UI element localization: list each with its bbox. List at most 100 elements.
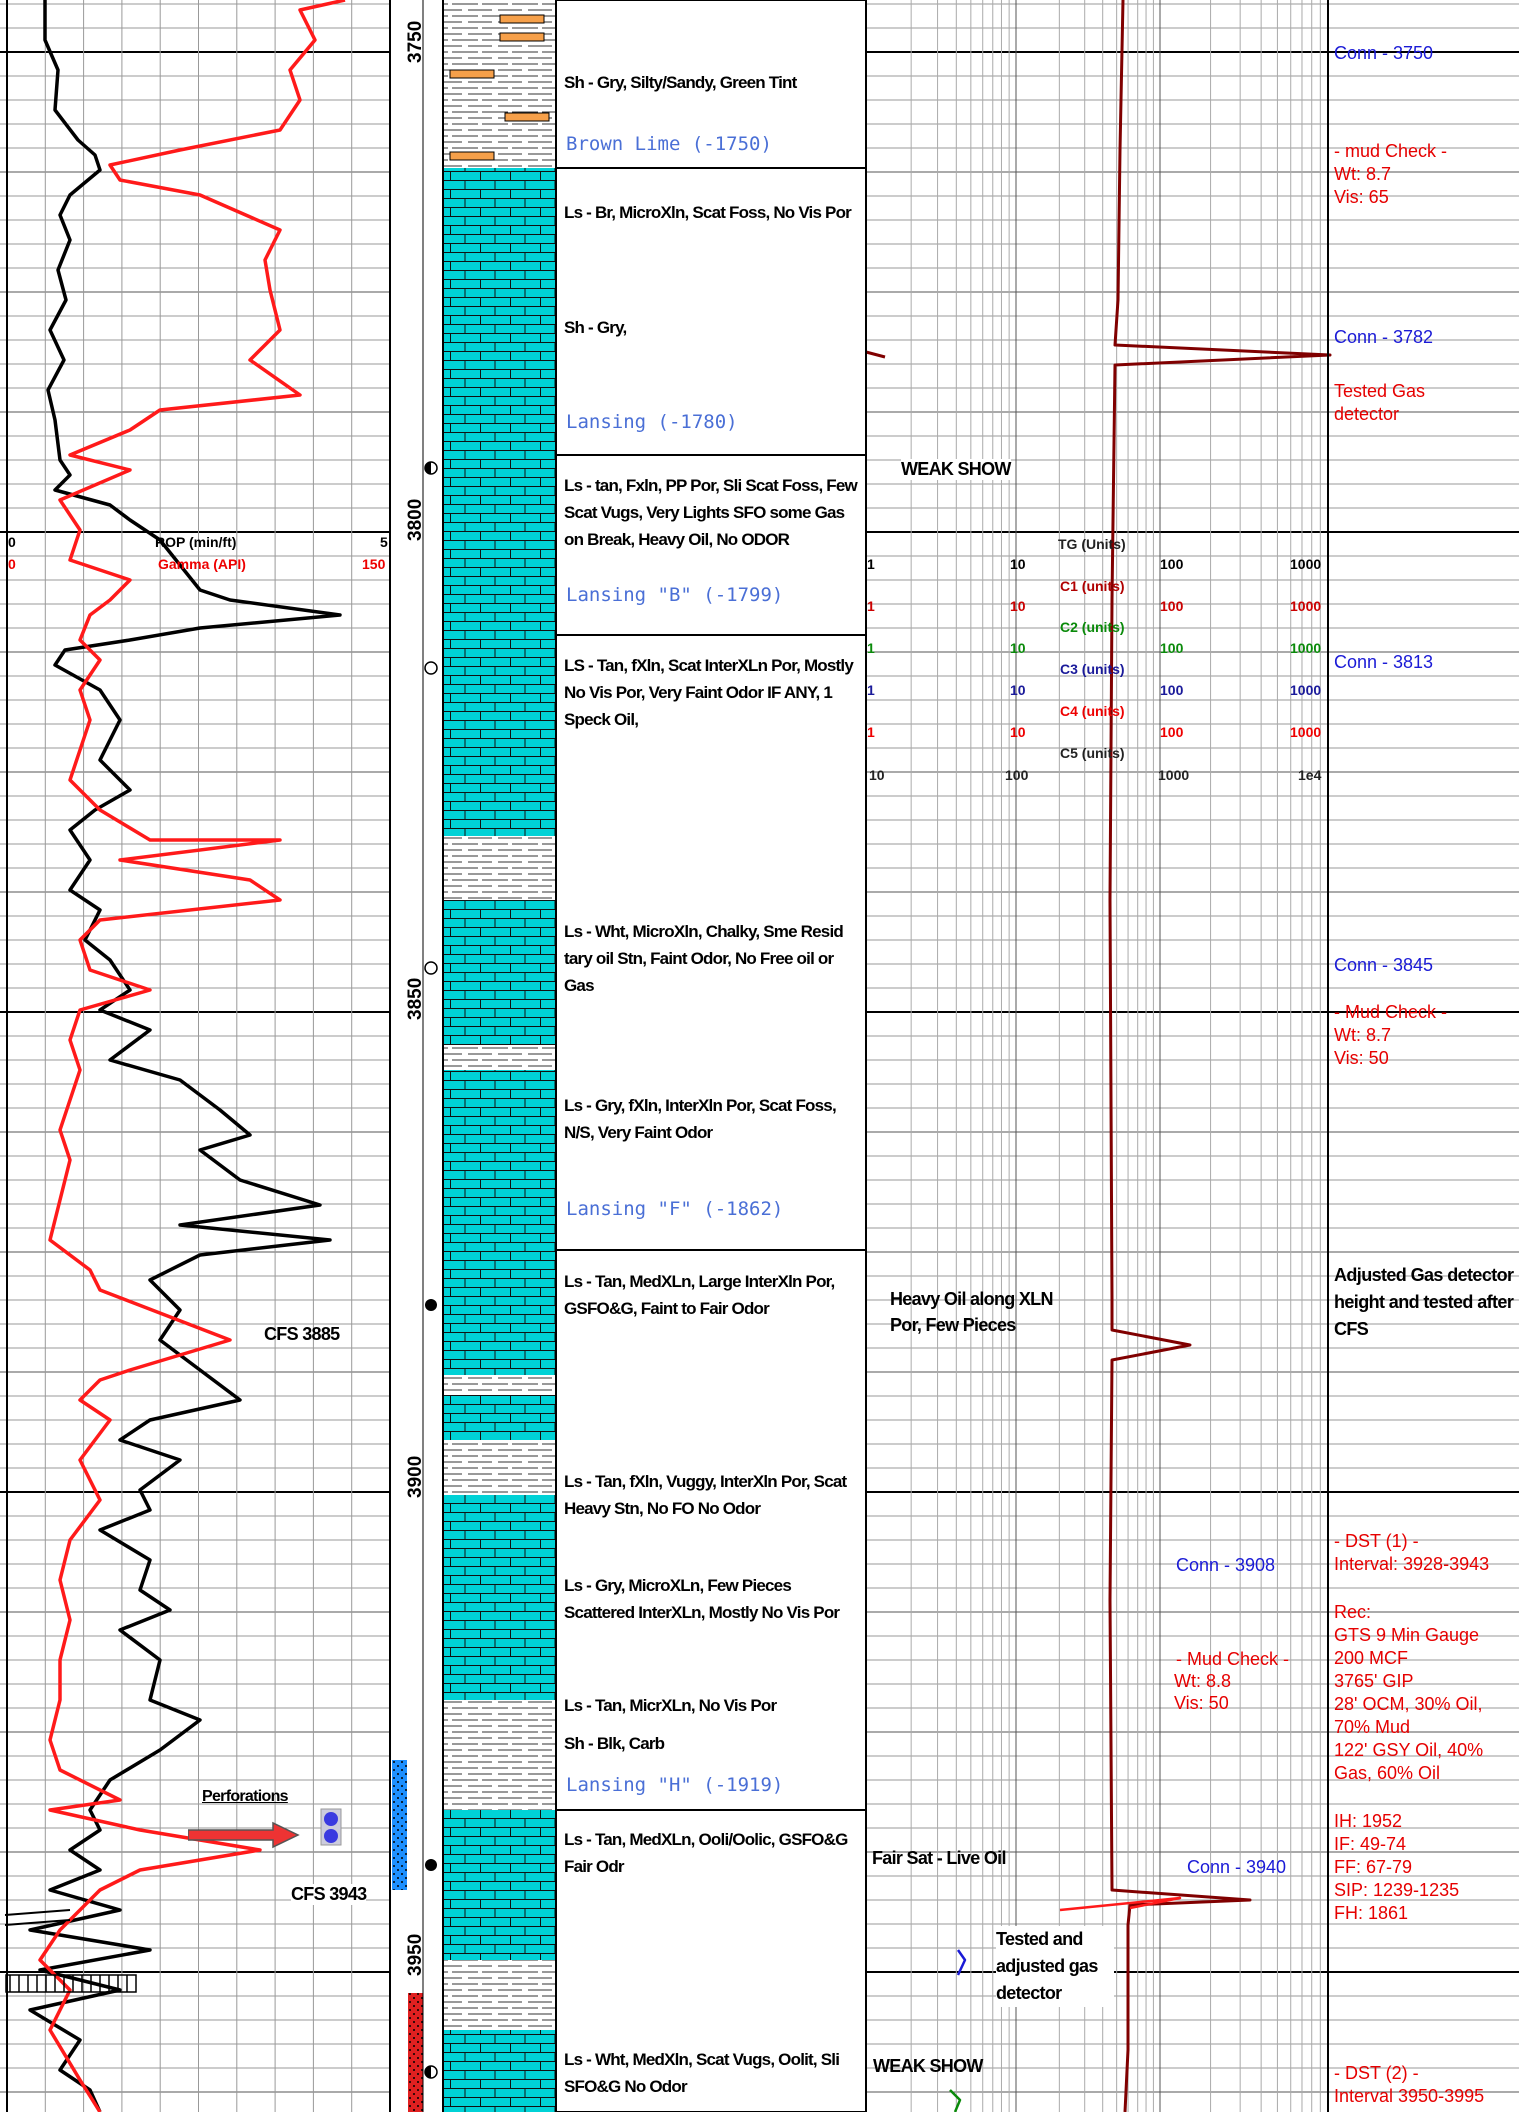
gamma-curve <box>38 0 346 2112</box>
c5-tick: 100 <box>1005 767 1029 783</box>
shale-interval <box>443 1045 556 1070</box>
c2-tick: 1 <box>867 640 875 656</box>
c5-tick: 1e4 <box>1298 767 1322 783</box>
dst1-gas: Gas, 60% Oil <box>1334 1763 1441 1783</box>
depth-label: 3900 <box>405 1455 426 1498</box>
lith-desc: Ls - Br, MicroXln, Scat Foss, No Vis Por <box>564 203 852 222</box>
rop-scale-min: 0 <box>8 534 16 550</box>
lith-desc: Ls - tan, Fxln, PP Por, Sli Scat Foss, F… <box>564 476 858 549</box>
limestone-interval <box>443 1070 556 1250</box>
c2-curve <box>949 2089 962 2112</box>
c4-scale-label: C4 (units) <box>1060 703 1125 719</box>
c1-tick: 100 <box>1160 598 1184 614</box>
formation-box <box>555 1249 867 1811</box>
show-full-icon <box>425 1859 437 1871</box>
show-half-fill <box>425 2066 431 2078</box>
mud-check-3-vis: Vis: 50 <box>1174 1693 1229 1713</box>
limestone-interval <box>443 900 556 1045</box>
limestone-interval <box>443 635 556 836</box>
lith-desc: Ls - Tan, fXln, Vuggy, InterXln Por, Sca… <box>564 1472 847 1518</box>
dst1-gip: 3765' GIP <box>1334 1671 1414 1691</box>
depth-label: 3950 <box>405 1933 426 1976</box>
c2-tick: 10 <box>1010 640 1026 656</box>
c5-scale-label: C5 (units) <box>1060 745 1125 761</box>
lith-desc: Ls - Tan, MicrXLn, No Vis Por <box>564 1696 777 1715</box>
depth-label: 3800 <box>405 498 426 541</box>
formation-top: Lansing "F" (-1862) <box>566 1198 784 1220</box>
tested-gas-detector: Tested Gas detector <box>1334 381 1426 424</box>
dst1-mud: 70% Mud <box>1334 1717 1411 1737</box>
mud-check-3-wt: Wt: 8.8 <box>1174 1671 1232 1691</box>
limestone-interval <box>443 1250 556 1375</box>
show-full-icon <box>425 1299 437 1311</box>
c4-tick: 1000 <box>1290 724 1322 740</box>
conn-3940-note: Conn - 3940 <box>1187 1857 1287 1877</box>
c1-tick: 1000 <box>1290 598 1322 614</box>
lithology-column <box>392 0 867 2112</box>
c2-tick: 1000 <box>1290 640 1322 656</box>
dst1-if: IF: 49-74 <box>1334 1834 1407 1854</box>
rop-scale-max: 5 <box>380 534 388 550</box>
c5-tick: 1000 <box>1158 767 1190 783</box>
small-curve <box>4 1919 71 1926</box>
mud-check-1-vis: Vis: 65 <box>1334 187 1389 207</box>
sand-lens <box>449 151 495 161</box>
perforation-marker-icon <box>320 1808 342 1851</box>
lith-desc: Ls - Gry, MicroXLn, Few Pieces Scattered… <box>564 1576 840 1622</box>
depth-label: 3750 <box>405 20 426 63</box>
mud-check-2: - Mud Check - <box>1334 1002 1448 1022</box>
gamma-scale-max: 150 <box>362 556 386 572</box>
perforations-arrow-icon <box>187 1821 318 1854</box>
c1-scale-label: C1 (units) <box>1060 578 1125 594</box>
limestone-interval <box>443 1495 556 1700</box>
formation-top: Lansing (-1780) <box>566 411 738 433</box>
conn-3782: Conn - 3782 <box>1334 327 1434 347</box>
log-curves <box>4 0 1332 2112</box>
cfs-3943-label: CFS 3943 <box>291 1884 367 1905</box>
dst2-interval-bar <box>408 1993 423 2112</box>
tg-scale-label: TG (Units) <box>1058 536 1126 552</box>
sand-lens <box>504 112 550 122</box>
tg-curve-left-tick <box>865 350 886 359</box>
c1-tick: 10 <box>1010 598 1026 614</box>
tg-tick: 10 <box>1010 556 1026 572</box>
c4-tick: 1 <box>867 724 875 740</box>
dst1-interval: Interval: 3928-3943 <box>1334 1554 1490 1574</box>
tg-tick: 1000 <box>1290 556 1322 572</box>
dst1-gts: GTS 9 Min Gauge <box>1334 1625 1480 1645</box>
limestone-interval <box>443 2030 556 2112</box>
dst2-interval: Interval 3950-3995 <box>1334 2086 1485 2106</box>
dst1-ff: FF: 67-79 <box>1334 1857 1413 1877</box>
mud-check-3-note: - Mud Check - <box>1176 1649 1290 1669</box>
track-borders <box>6 0 1329 2112</box>
shale-interval <box>443 1440 556 1495</box>
adjusted-gas-detector-note: Adjusted Gas detector height and tested … <box>1334 1265 1514 1339</box>
shale-interval <box>443 1375 556 1395</box>
dst1-title: - DST (1) - <box>1334 1531 1419 1551</box>
dst1-rec: Rec: <box>1334 1602 1372 1622</box>
fair-sat-note: Fair Sat - Live Oil <box>872 1848 1006 1868</box>
dst1-ih: IH: 1952 <box>1334 1811 1403 1831</box>
lith-desc: Ls - Wht, MedXln, Scat Vugs, Oolit, Sli … <box>564 2050 840 2096</box>
depth-label: 3850 <box>405 977 426 1020</box>
rop-scale-label: ROP (min/ft) <box>155 534 237 550</box>
tg-curve <box>1108 0 1332 2112</box>
lith-desc: Sh - Gry, Silty/Sandy, Green Tint <box>564 73 797 92</box>
c3-tick: 10 <box>1010 682 1026 698</box>
formation-top: Lansing "B" (-1799) <box>566 584 784 606</box>
formation-top: Brown Lime (-1750) <box>566 133 772 155</box>
c2-scale-label: C2 (units) <box>1060 619 1125 635</box>
sand-lens <box>499 14 545 24</box>
small-curve <box>4 1909 71 1916</box>
mud-check-1: - mud Check - <box>1334 141 1448 161</box>
dst2-title: - DST (2) - <box>1334 2063 1419 2083</box>
tg-tick: 100 <box>1160 556 1184 572</box>
limestone-interval <box>443 1810 556 1960</box>
dst1-fh: FH: 1861 <box>1334 1903 1409 1923</box>
lith-desc: Sh - Blk, Carb <box>564 1734 665 1753</box>
show-open-icon <box>424 661 438 675</box>
c3-tick: 1 <box>867 682 875 698</box>
conn-3813: Conn - 3813 <box>1334 652 1434 672</box>
